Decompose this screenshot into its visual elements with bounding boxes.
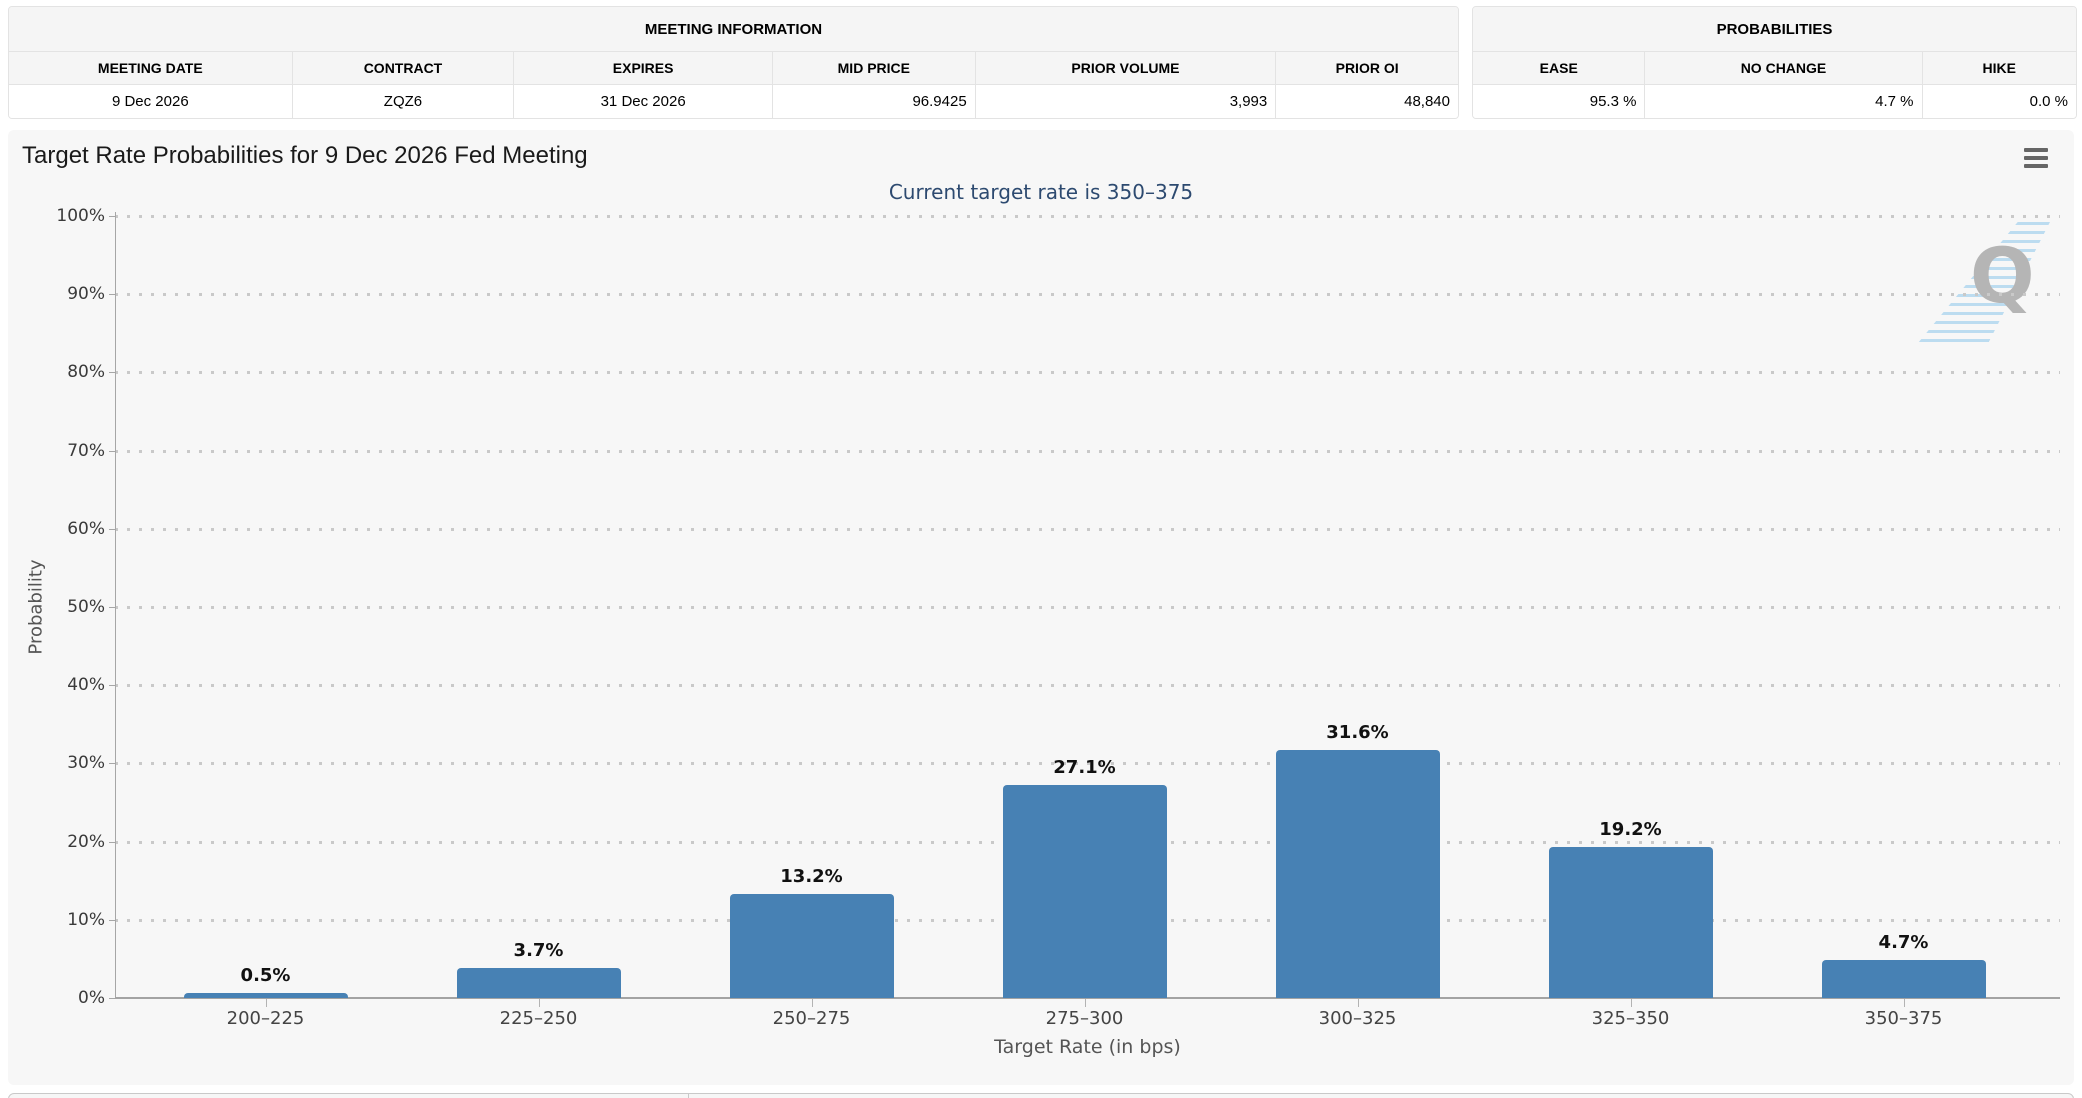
col-header-meeting-date: MEETING DATE bbox=[9, 52, 293, 84]
meeting-date-value: 9 Dec 2026 bbox=[9, 85, 293, 118]
x-axis-tick bbox=[1357, 999, 1359, 1007]
col-header-hike: HIKE bbox=[1982, 60, 2016, 76]
y-axis-tick bbox=[109, 919, 115, 921]
x-axis-tick bbox=[1903, 999, 1905, 1007]
y-axis-tick bbox=[109, 528, 115, 530]
chart-title: Target Rate Probabilities for 9 Dec 2026… bbox=[22, 142, 588, 169]
y-axis-label: 60% bbox=[67, 518, 105, 539]
bar-data-label: 0.5% bbox=[240, 965, 291, 987]
hike-value: 0.0 % bbox=[2029, 93, 2068, 110]
y-axis-tick bbox=[109, 841, 115, 843]
y-axis-label: 0% bbox=[78, 988, 105, 1008]
y-gridline bbox=[115, 527, 2060, 531]
target-rate-chart-panel: Q 0% 10% 20% 30% 40% 50% 60% 70% 80% 90% 100% 0.5% 2… bbox=[8, 130, 2074, 1085]
meeting-information-header-row: MEETING DATE CONTRACT EXPIRES MID PRICE … bbox=[9, 52, 1458, 85]
y-axis-label: 20% bbox=[67, 831, 105, 852]
chart-bar-325–350[interactable] bbox=[1548, 846, 1713, 998]
bar-data-label: 4.7% bbox=[1878, 932, 1929, 954]
meeting-information-title: MEETING INFORMATION bbox=[9, 7, 1458, 52]
y-axis-line bbox=[115, 212, 116, 998]
bar-data-label: 13.2% bbox=[780, 865, 843, 887]
y-axis-tick bbox=[109, 607, 115, 608]
chart-bar-350–375[interactable] bbox=[1821, 960, 1986, 998]
next-panel-top-edge bbox=[8, 1093, 2074, 1098]
probabilities-table: PROBABILITIES EASE NO CHANGE HIKE 95.3 %… bbox=[1472, 6, 2077, 119]
y-gridline bbox=[115, 762, 2060, 766]
x-axis-tick bbox=[1084, 999, 1086, 1007]
chart-bar-225–250[interactable] bbox=[456, 968, 621, 998]
x-axis-tick bbox=[1630, 999, 1632, 1007]
x-axis-tick bbox=[538, 999, 540, 1007]
y-gridline bbox=[115, 606, 2060, 609]
x-axis-tick bbox=[811, 999, 813, 1007]
x-axis-label: 200–225 bbox=[226, 1008, 305, 1029]
y-axis-tick bbox=[109, 763, 115, 765]
col-header-contract: CONTRACT bbox=[293, 52, 515, 84]
x-axis-label: 275–300 bbox=[1045, 1008, 1124, 1029]
y-axis-label: 70% bbox=[67, 440, 105, 461]
meeting-information-data-row: 9 Dec 2026 ZQZ6 31 Dec 2026 96.9425 3,99… bbox=[9, 85, 1458, 118]
y-axis-tick bbox=[109, 372, 115, 374]
ease-value: 95.3 % bbox=[1473, 85, 1646, 118]
hamburger-icon[interactable] bbox=[2024, 146, 2052, 170]
bar-data-label: 27.1% bbox=[1053, 757, 1116, 779]
x-axis-label: 250–275 bbox=[772, 1008, 851, 1029]
no-change-value: 4.7 % bbox=[1645, 85, 1923, 118]
hamburger-bar bbox=[2024, 148, 2048, 152]
x-axis-label: 300–325 bbox=[1318, 1008, 1397, 1029]
y-gridline bbox=[115, 371, 2060, 375]
probabilities-title: PROBABILITIES bbox=[1473, 7, 2076, 52]
bar-data-label: 31.6% bbox=[1326, 721, 1389, 743]
col-header-prior-oi: PRIOR OI bbox=[1335, 60, 1399, 76]
y-gridline bbox=[115, 449, 2060, 453]
y-axis-label: 30% bbox=[67, 753, 105, 774]
probabilities-data-row: 95.3 % 4.7 % 0.0 % bbox=[1473, 85, 2076, 118]
y-axis-tick bbox=[109, 216, 115, 217]
y-axis-label: 90% bbox=[67, 284, 105, 305]
prior-volume-value: 3,993 bbox=[976, 85, 1277, 118]
col-header-no-change: NO CHANGE bbox=[1645, 52, 1923, 84]
bar-data-label: 19.2% bbox=[1599, 818, 1662, 840]
meeting-information-table: MEETING INFORMATION MEETING DATE CONTRAC… bbox=[8, 6, 1459, 119]
y-gridline bbox=[115, 684, 2060, 688]
col-header-expires: EXPIRES bbox=[514, 52, 773, 84]
col-header-mid-price: MID PRICE bbox=[773, 52, 976, 84]
x-axis-label: 350–375 bbox=[1864, 1008, 1943, 1029]
y-axis-label: 40% bbox=[67, 675, 105, 696]
x-axis-label: 325–350 bbox=[1591, 1008, 1670, 1029]
bar-data-label: 3.7% bbox=[513, 940, 564, 962]
x-axis-title: Target Rate (in bps) bbox=[994, 1036, 1181, 1058]
y-gridline bbox=[115, 293, 2060, 297]
chart-bar-200–225[interactable] bbox=[183, 993, 348, 998]
y-axis-label: 10% bbox=[67, 909, 105, 930]
y-gridline bbox=[115, 215, 2060, 218]
y-axis-label: 80% bbox=[67, 362, 105, 383]
col-header-ease: EASE bbox=[1473, 52, 1646, 84]
expires-value: 31 Dec 2026 bbox=[514, 85, 773, 118]
prior-oi-value: 48,840 bbox=[1404, 93, 1450, 110]
y-axis-label: 50% bbox=[67, 597, 105, 617]
chart-bar-275–300[interactable] bbox=[1002, 785, 1167, 998]
chart-bar-300–325[interactable] bbox=[1275, 749, 1440, 998]
next-panel-divider bbox=[688, 1094, 689, 1098]
hamburger-bar bbox=[2024, 156, 2048, 160]
x-axis-label: 225–250 bbox=[499, 1008, 578, 1029]
y-axis-label: 100% bbox=[56, 206, 105, 226]
y-axis-tick bbox=[109, 998, 115, 999]
mid-price-value: 96.9425 bbox=[773, 85, 976, 118]
probabilities-header-row: EASE NO CHANGE HIKE bbox=[1473, 52, 2076, 85]
y-axis-title: Probability bbox=[25, 559, 47, 655]
chart-subtitle: Current target rate is 350–375 bbox=[888, 180, 1194, 204]
y-axis-tick bbox=[109, 450, 115, 452]
chart-bar-250–275[interactable] bbox=[729, 893, 894, 998]
hamburger-bar bbox=[2024, 164, 2048, 168]
y-axis-tick bbox=[109, 294, 115, 296]
x-axis-tick bbox=[265, 999, 267, 1007]
contract-value: ZQZ6 bbox=[293, 85, 515, 118]
col-header-prior-volume: PRIOR VOLUME bbox=[976, 52, 1277, 84]
chart-plot-area: 0% 10% 20% 30% 40% 50% 60% 70% 80% 90% 100% 0.5% 200… bbox=[8, 130, 2074, 1085]
x-axis-line bbox=[115, 997, 2060, 999]
y-axis-tick bbox=[109, 685, 115, 687]
